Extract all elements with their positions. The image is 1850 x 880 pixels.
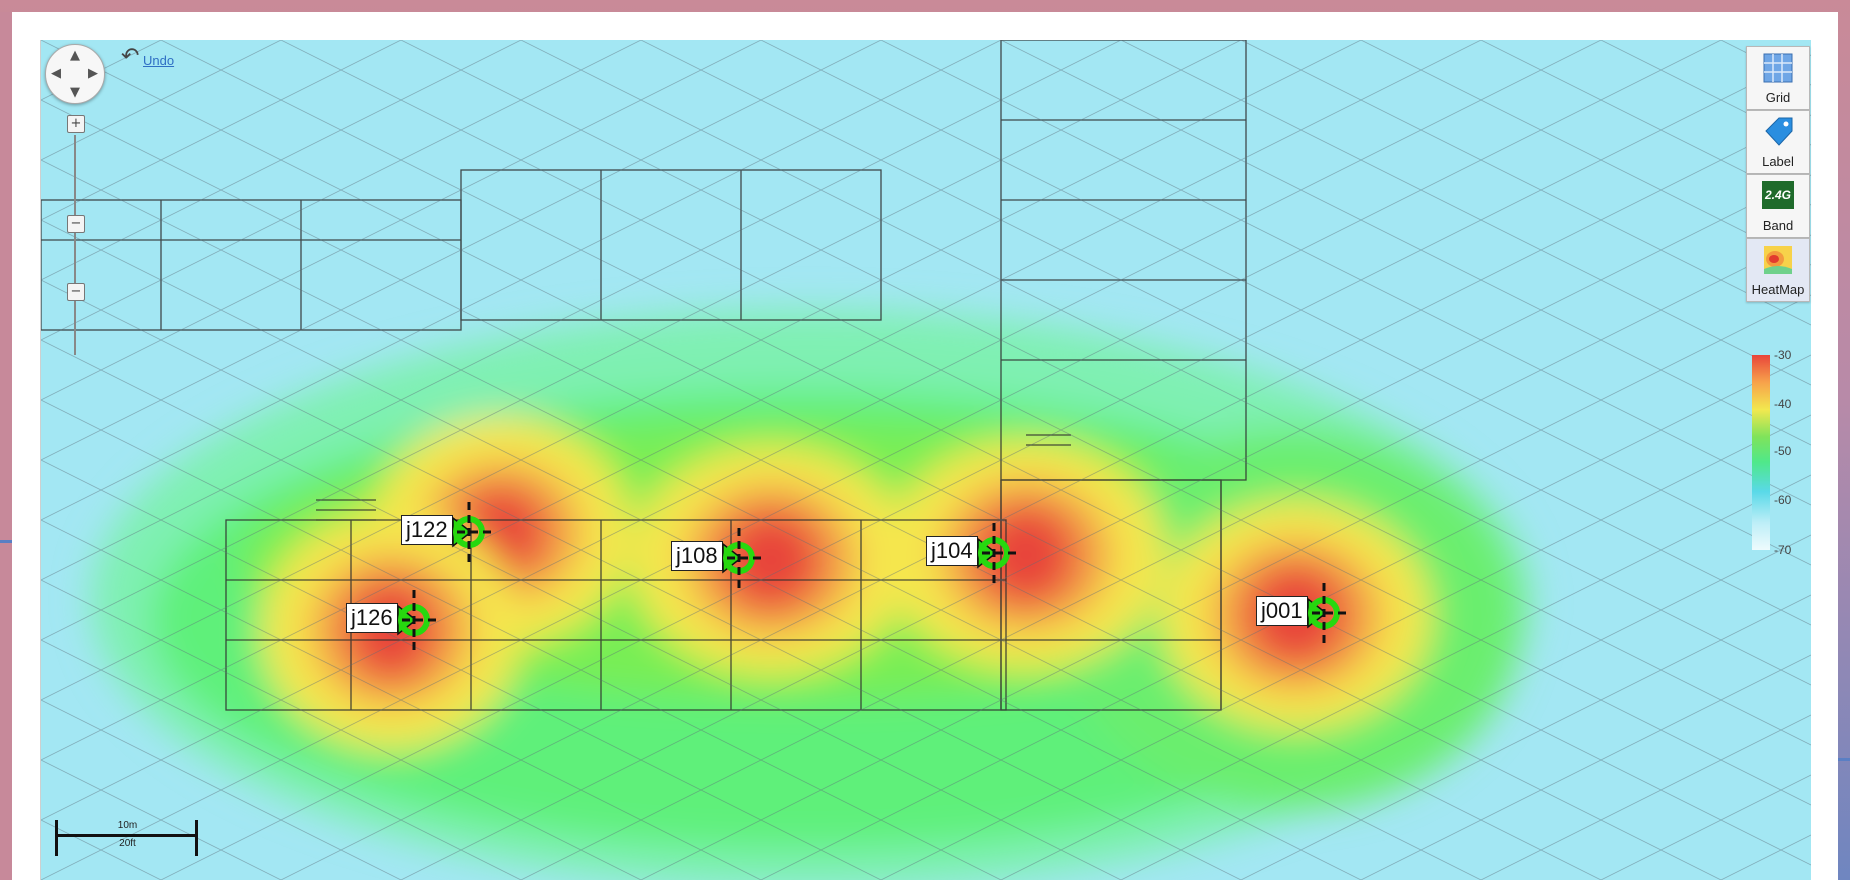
ap-marker-icon	[977, 523, 1018, 583]
band-icon: 2.4G	[1762, 181, 1794, 209]
access-point-j122[interactable]: j122	[401, 502, 551, 562]
grid-button[interactable]: Grid	[1746, 46, 1810, 110]
signal-legend-bar	[1752, 355, 1770, 550]
ap-marker-icon	[397, 590, 438, 650]
ap-label: j104	[926, 536, 978, 566]
heatmap-icon	[1764, 246, 1792, 274]
ap-label: j122	[401, 515, 453, 545]
zoom-slider-track[interactable]	[74, 135, 76, 355]
label-button[interactable]: Label	[1746, 110, 1810, 174]
ap-marker-icon	[1307, 583, 1348, 643]
band-label: Band	[1762, 218, 1794, 233]
tag-icon	[1765, 117, 1793, 146]
ap-marker-icon	[452, 502, 493, 562]
heatmap-label: HeatMap	[1751, 282, 1805, 297]
zoom-out-button[interactable]: −	[67, 283, 85, 301]
ap-label: j126	[346, 603, 398, 633]
window-border	[0, 12, 12, 880]
ap-label: j108	[671, 541, 723, 571]
legend-tick: -70	[1774, 543, 1792, 557]
pan-up-icon[interactable]: ▲	[70, 48, 80, 63]
band-button[interactable]: 2.4G Band	[1746, 174, 1810, 238]
scale-imperial: 20ft	[119, 838, 136, 849]
scale-bar: 10m 20ft	[55, 820, 200, 856]
heatmap-layer	[41, 40, 1811, 880]
pan-left-icon[interactable]: ◀	[51, 66, 61, 81]
zoom-slider-handle[interactable]: −	[67, 215, 85, 233]
pan-right-icon[interactable]: ▶	[88, 66, 98, 81]
pan-control[interactable]: ▲ ▼ ◀ ▶	[45, 44, 105, 104]
undo-icon[interactable]: ↶	[121, 44, 140, 69]
ap-label: j001	[1256, 596, 1308, 626]
undo-link[interactable]: Undo	[143, 53, 175, 68]
label-label: Label	[1762, 154, 1794, 169]
heatmap-button[interactable]: HeatMap	[1746, 238, 1810, 302]
scale-metric: 10m	[117, 820, 138, 831]
zoom-in-button[interactable]: +	[67, 115, 85, 133]
legend-tick: -30	[1774, 348, 1792, 362]
access-point-j126[interactable]: j126	[346, 590, 496, 650]
legend-tick: -60	[1774, 493, 1792, 507]
access-point-j104[interactable]: j104	[926, 523, 1076, 583]
grid-label: Grid	[1765, 90, 1791, 105]
access-point-j001[interactable]: j001	[1256, 583, 1406, 643]
ap-marker-icon	[722, 528, 763, 588]
heatmap-canvas[interactable]: j122 j108 j104 j126 j001	[40, 40, 1811, 880]
pan-down-icon[interactable]: ▼	[70, 85, 80, 100]
grid-icon	[1763, 53, 1793, 83]
access-point-j108[interactable]: j108	[671, 528, 821, 588]
legend-tick: -50	[1774, 444, 1792, 458]
legend-tick: -40	[1774, 397, 1792, 411]
